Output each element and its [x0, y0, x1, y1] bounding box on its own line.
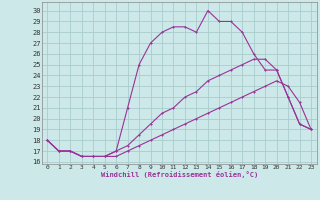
X-axis label: Windchill (Refroidissement éolien,°C): Windchill (Refroidissement éolien,°C) — [100, 171, 258, 178]
